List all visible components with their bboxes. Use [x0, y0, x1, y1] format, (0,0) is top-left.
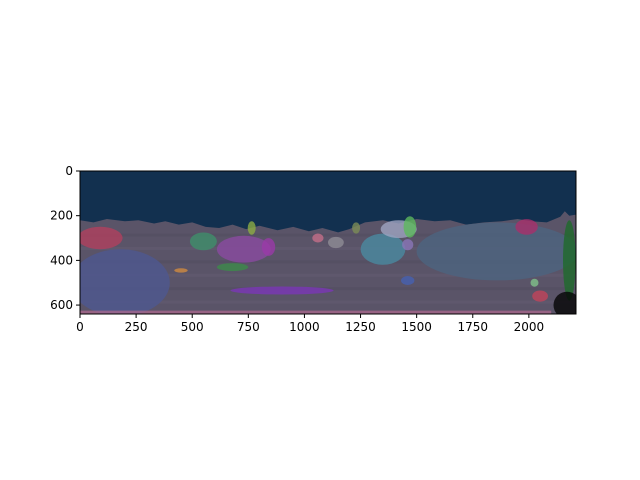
segment-green-boulder — [403, 216, 417, 238]
ground-texture-band — [80, 287, 576, 291]
segment-teal-rock — [189, 232, 217, 251]
segment-crimson-rock-right — [515, 219, 538, 235]
segment-bottom-strip — [80, 310, 552, 314]
x-tick-label: 1500 — [401, 320, 432, 334]
ground-texture-band — [80, 246, 576, 250]
y-tick-label: 0 — [65, 164, 73, 178]
segment-green-patch — [216, 263, 249, 272]
segment-steel-blue-rock — [360, 233, 406, 265]
segment-black-corner — [553, 291, 576, 314]
segment-mint-pebble — [530, 278, 539, 287]
x-tick-label: 1000 — [289, 320, 320, 334]
x-tick-label: 750 — [237, 320, 260, 334]
segment-orange-pebble — [174, 268, 188, 273]
segment-purple-rock — [216, 235, 271, 263]
segment-dark-green-edge — [563, 220, 576, 301]
y-tick-label: 400 — [50, 253, 73, 267]
x-tick-label: 1250 — [345, 320, 376, 334]
segment-olive-rock — [352, 222, 361, 234]
x-tick-label: 500 — [181, 320, 204, 334]
x-tick-label: 0 — [76, 320, 84, 334]
segment-blue-boulder-left — [80, 249, 170, 314]
segment-pink-rock-left — [80, 226, 123, 250]
ground-texture-band — [80, 273, 576, 277]
segment-pink-small — [312, 233, 324, 243]
ground-texture-band — [80, 300, 576, 304]
ground-texture-band — [80, 260, 576, 264]
y-axis: 0 200 400 600 — [50, 164, 80, 312]
y-tick-label: 200 — [50, 209, 73, 223]
ground-texture-band — [80, 233, 576, 237]
plot-frame — [79, 170, 577, 315]
y-tick-label: 600 — [50, 298, 73, 312]
x-tick-label: 250 — [125, 320, 148, 334]
segment-violet-streak — [230, 286, 334, 295]
segment-magenta-rock — [261, 238, 276, 256]
segment-yellow-green-rock — [247, 221, 256, 235]
segment-gray-rock — [328, 236, 344, 249]
segment-red-pebble — [532, 290, 548, 302]
x-tick-label: 1750 — [457, 320, 488, 334]
x-tick-label: 2000 — [514, 320, 545, 334]
image-plot-area — [80, 171, 576, 314]
x-axis: 0 250 500 750 1000 1250 1500 1750 2000 — [76, 314, 544, 334]
segment-slate-hill-right — [416, 222, 576, 281]
segment-lavender-rock — [402, 239, 414, 251]
segment-blue-pebble — [401, 276, 415, 285]
